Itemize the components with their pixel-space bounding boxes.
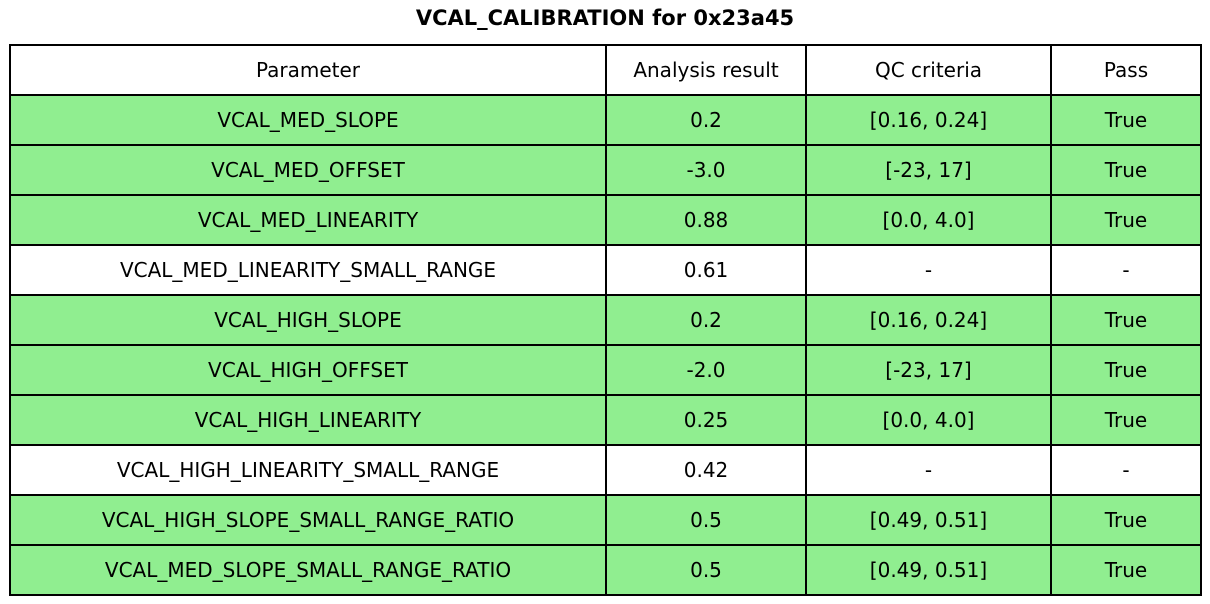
column-header-parameter: Parameter [9,44,607,96]
qc-table: Parameter Analysis result QC criteria Pa… [9,44,1202,596]
parameter-cell: VCAL_HIGH_SLOPE_SMALL_RANGE_RATIO [9,494,607,546]
analysis-result-cell: 0.42 [605,444,807,496]
parameter-cell: VCAL_HIGH_LINEARITY [9,394,607,446]
table-row: VCAL_HIGH_LINEARITY_SMALL_RANGE 0.42- - [9,444,1202,496]
analysis-result-cell: 0.5 [605,544,807,596]
qc-criteria-cell: [0.49, 0.51] [805,494,1052,546]
pass-cell: True [1050,194,1202,246]
pass-cell: True [1050,94,1202,146]
table-row: VCAL_MED_SLOPE 0.2 [0.16, 0.24] True [9,94,1202,146]
table-row: VCAL_MED_OFFSET -3.0 [-23, 17] True [9,144,1202,196]
analysis-result-cell: -3.0 [605,144,807,196]
table-row: VCAL_MED_LINEARITY_SMALL_RANGE 0.61- - [9,244,1202,296]
table-row: VCAL_HIGH_LINEARITY 0.25 [0.0, 4.0] True [9,394,1202,446]
column-header-analysis-result: Analysis result [605,44,807,96]
table-row: VCAL_MED_LINEARITY 0.88 [0.0, 4.0] True [9,194,1202,246]
qc-criteria-cell: [0.16, 0.24] [805,94,1052,146]
pass-cell: True [1050,394,1202,446]
parameter-cell: VCAL_MED_OFFSET [9,144,607,196]
parameter-cell: VCAL_MED_SLOPE [9,94,607,146]
pass-cell: - [1050,244,1202,296]
qc-criteria-cell: [0.0, 4.0] [805,394,1052,446]
pass-cell: True [1050,494,1202,546]
parameter-cell: VCAL_HIGH_OFFSET [9,344,607,396]
parameter-cell: VCAL_MED_SLOPE_SMALL_RANGE_RATIO [9,544,607,596]
qc-criteria-cell: [0.49, 0.51] [805,544,1052,596]
qc-criteria-cell: [0.16, 0.24] [805,294,1052,346]
qc-criteria-cell: - [805,244,1052,296]
qc-criteria-cell: - [805,444,1052,496]
parameter-cell: VCAL_MED_LINEARITY [9,194,607,246]
qc-criteria-cell: [-23, 17] [805,144,1052,196]
pass-cell: True [1050,144,1202,196]
qc-criteria-cell: [-23, 17] [805,344,1052,396]
parameter-cell: VCAL_HIGH_SLOPE [9,294,607,346]
pass-cell: - [1050,444,1202,496]
pass-cell: True [1050,294,1202,346]
pass-cell: True [1050,544,1202,596]
analysis-result-cell: 0.5 [605,494,807,546]
analysis-result-cell: 0.25 [605,394,807,446]
header-row: Parameter Analysis result QC criteria Pa… [9,44,1202,96]
table-row: VCAL_HIGH_SLOPE_SMALL_RANGE_RATIO 0.5 [0.4… [9,494,1202,546]
parameter-cell: VCAL_HIGH_LINEARITY_SMALL_RANGE [9,444,607,496]
column-header-qc-criteria: QC criteria [805,44,1052,96]
analysis-result-cell: 0.61 [605,244,807,296]
table-row: VCAL_HIGH_OFFSET -2.0 [-23, 17] True [9,344,1202,396]
qc-table-body: VCAL_MED_SLOPE 0.2 [0.16, 0.24] True VCAL_ME… [9,94,1202,596]
figure-title: VCAL_CALIBRATION for 0x23a45 [415,6,795,30]
table-row: VCAL_HIGH_SLOPE 0.2 [0.16, 0.24] True [9,294,1202,346]
column-header-pass: Pass [1050,44,1202,96]
analysis-result-cell: 0.2 [605,294,807,346]
parameter-cell: VCAL_MED_LINEARITY_SMALL_RANGE [9,244,607,296]
analysis-result-cell: 0.88 [605,194,807,246]
analysis-result-cell: -2.0 [605,344,807,396]
table-row: VCAL_MED_SLOPE_SMALL_RANGE_RATIO 0.5 [0.49… [9,544,1202,596]
analysis-result-cell: 0.2 [605,94,807,146]
qc-criteria-cell: [0.0, 4.0] [805,194,1052,246]
qc-table-header: Parameter Analysis result QC criteria Pa… [9,44,1202,96]
pass-cell: True [1050,344,1202,396]
